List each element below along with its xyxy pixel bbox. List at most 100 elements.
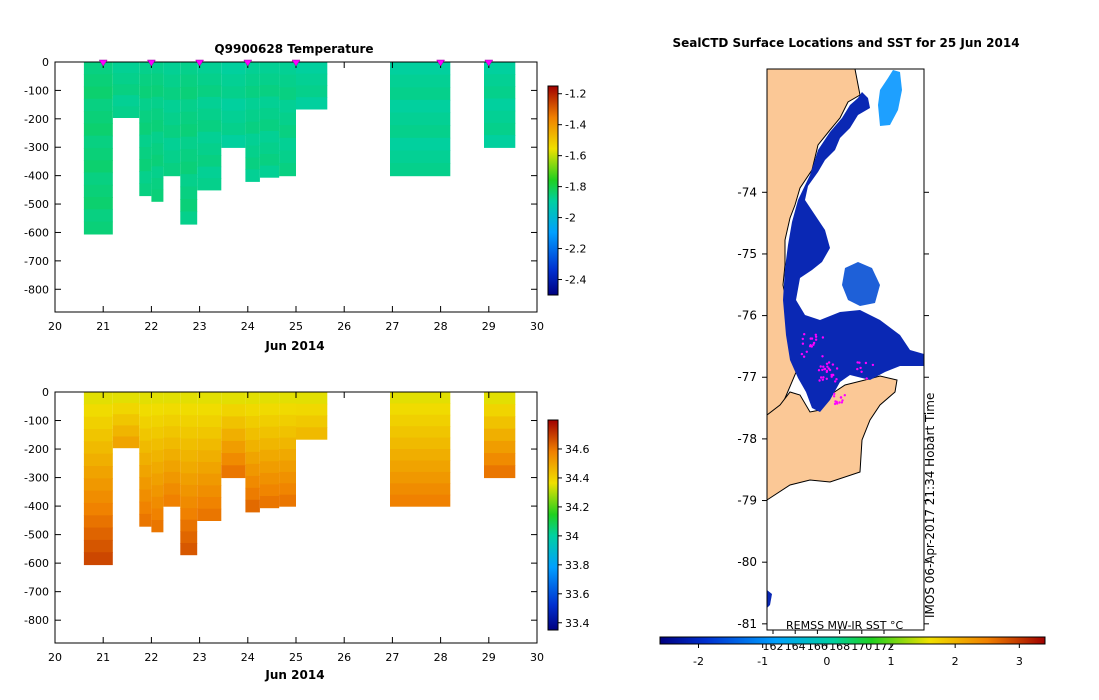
profile-7-cell — [221, 392, 246, 405]
profile-8-cell — [245, 451, 260, 465]
profile-10-cell — [279, 150, 296, 164]
profile-11-cell — [296, 97, 328, 110]
seal-location-dot — [822, 376, 825, 379]
profile-2-cell — [139, 513, 152, 527]
profile-8-cell — [245, 499, 260, 513]
profile-6-cell — [197, 166, 222, 179]
temperature-profiles — [83, 62, 516, 235]
x-tick-label: 22 — [144, 651, 158, 664]
x-tick-label: 25 — [289, 651, 303, 664]
profile-10-cell — [279, 62, 296, 76]
profile-12-cell — [390, 74, 451, 88]
seal-location-dot — [821, 368, 824, 372]
profile-10-cell — [279, 414, 296, 427]
profile-3-cell — [151, 154, 164, 167]
seal-location-dot — [831, 363, 835, 366]
profile-marker — [436, 59, 446, 67]
profile-2-cell — [139, 62, 152, 75]
seal-location-dot — [801, 342, 805, 345]
profile-5-cell — [180, 199, 198, 213]
profile-10-cell — [279, 494, 296, 507]
seal-location-dot — [858, 361, 861, 364]
profile-5-cell — [180, 543, 198, 556]
seal-location-dot — [808, 345, 812, 348]
profile-13-cell — [484, 392, 516, 405]
temperature-y-axis: 0 -100 -200 -300 -400 -500 -600 -700 -800 — [24, 56, 537, 296]
profile-2-cell — [139, 86, 152, 99]
profile-3-cell — [151, 508, 164, 521]
profile-12-cell — [390, 460, 451, 473]
map-area — [766, 68, 925, 631]
profile-6-cell — [197, 120, 222, 133]
temperature-colorbar-ticks: -1.2 -1.4 -1.6 -1.8 -2 -2.2 -2.4 — [558, 88, 586, 287]
profile-13-cell — [484, 453, 516, 466]
profile-5-cell — [180, 149, 198, 163]
profile-9-cell — [259, 484, 280, 497]
sst-colorbar-tick-label: 2 — [952, 655, 959, 668]
y-tick-label: -800 — [24, 283, 49, 296]
profile-13-cell — [484, 98, 516, 112]
profile-6-cell — [197, 178, 222, 191]
profile-5-cell — [180, 111, 198, 125]
x-tick-label: 23 — [193, 320, 207, 333]
profile-4-cell — [163, 125, 181, 139]
colorbar-tick-label: 33.4 — [565, 617, 590, 630]
profile-9-cell — [259, 85, 280, 98]
seal-location-dot — [828, 368, 832, 372]
profile-3-cell — [151, 496, 164, 509]
seal-location-dot — [871, 363, 875, 367]
y-tick-label: -300 — [24, 141, 49, 154]
profile-1-cell — [112, 73, 140, 85]
profile-13-cell — [484, 404, 516, 417]
profile-3-cell — [151, 461, 164, 475]
profile-3-cell — [151, 178, 164, 191]
profile-2-cell — [139, 465, 152, 478]
profile-2-cell — [139, 147, 152, 160]
profile-10-cell — [279, 87, 296, 101]
profile-12-cell — [390, 471, 451, 484]
profile-9-cell — [259, 403, 280, 416]
profile-12-cell — [390, 163, 451, 177]
profile-2-cell — [139, 134, 152, 148]
profile-marker — [484, 59, 494, 67]
seal-location-dot — [817, 369, 821, 372]
x-tick-label: 30 — [530, 651, 544, 664]
profile-3-cell — [151, 85, 164, 98]
profile-5-cell — [180, 74, 198, 88]
profile-4-cell — [163, 392, 181, 404]
seal-location-dot — [809, 337, 812, 340]
profile-8-cell — [245, 97, 260, 111]
profile-5-cell — [180, 473, 198, 486]
profile-4-cell — [163, 414, 181, 427]
y-tick-label: -100 — [24, 84, 49, 97]
profile-3-cell — [151, 96, 164, 109]
x-tick-label: 26 — [337, 651, 351, 664]
profile-6-cell — [197, 427, 222, 440]
y-tick-label: -800 — [24, 614, 49, 627]
profile-2-cell — [139, 159, 152, 172]
y-tick-label: -400 — [24, 500, 49, 513]
map-y-tick-label: -79 — [737, 494, 757, 508]
profile-marker — [243, 59, 253, 67]
profile-5-cell — [180, 99, 198, 113]
colorbar-tick-label: 34.6 — [565, 443, 590, 456]
seal-location-dot — [821, 336, 825, 339]
y-tick-label: -400 — [24, 170, 49, 183]
profile-2-cell — [139, 404, 152, 417]
x-tick-label: 22 — [144, 320, 158, 333]
profile-13-cell — [484, 465, 516, 479]
profile-6-cell — [197, 85, 222, 98]
salinity-x-label: Jun 2014 — [264, 668, 324, 682]
seal-location-dot — [841, 399, 844, 402]
map-y-tick-label: -78 — [737, 432, 757, 446]
seal-location-dot — [834, 380, 837, 383]
profile-0-cell — [83, 441, 113, 455]
profile-12-cell — [390, 150, 451, 164]
profile-5-cell — [180, 136, 198, 150]
profile-0-cell — [83, 416, 113, 430]
profile-7-cell — [221, 62, 246, 75]
seal-location-dot — [843, 394, 846, 397]
profile-8-cell — [245, 145, 260, 158]
profile-0-cell — [83, 209, 113, 223]
